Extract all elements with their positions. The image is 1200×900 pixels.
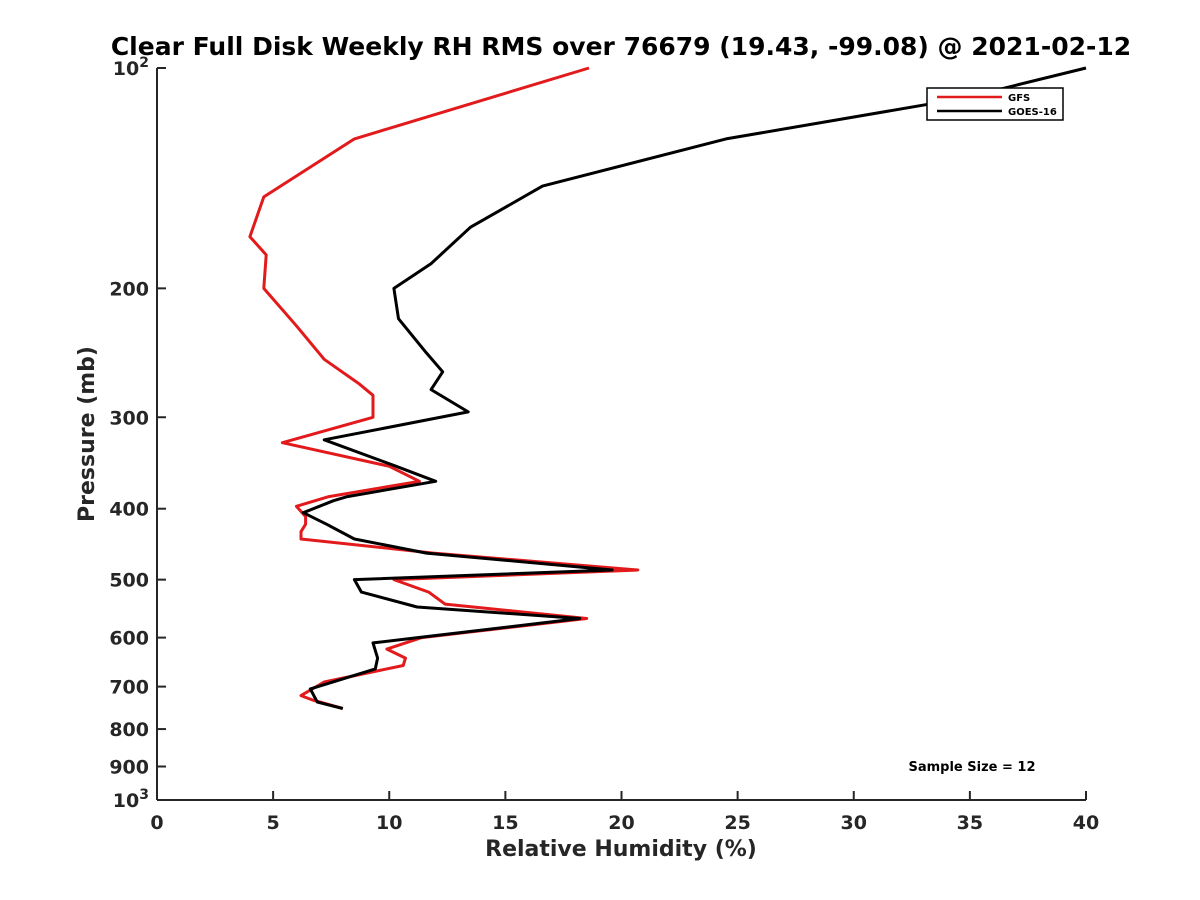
sample-size-annotation: Sample Size = 12	[908, 760, 1035, 775]
y-tick-label: 900	[109, 757, 149, 779]
y-tick-label: 300	[109, 407, 149, 429]
series-line-goes-16	[301, 66, 1087, 710]
x-axis-label: Relative Humidity (%)	[485, 837, 757, 862]
y-axis-label: Pressure (mb)	[75, 346, 100, 522]
legend-box	[926, 87, 1064, 121]
series-line-gfs	[248, 66, 640, 710]
x-tick-label: 40	[1073, 812, 1099, 834]
chart-title: Clear Full Disk Weekly RH RMS over 76679…	[111, 32, 1131, 61]
legend-label-gfs: GFS	[1008, 93, 1030, 104]
y-tick-label: 400	[109, 499, 149, 521]
x-tick-label: 0	[150, 812, 163, 834]
y-tick-label: 102	[113, 55, 149, 80]
x-tick-label: 10	[376, 812, 402, 834]
y-tick-label: 500	[109, 570, 149, 592]
series-layer	[248, 66, 1087, 710]
x-tick-label: 30	[841, 812, 867, 834]
y-tick-label: 700	[109, 677, 149, 699]
legend-label-goes16: GOES-16	[1008, 107, 1057, 118]
y-tick-label: 800	[109, 719, 149, 741]
x-axis-ticks: 0 5 10 15 20 25 30 35 40	[150, 791, 1099, 834]
y-axis-ticks: 102 200 300 400 500 600 700 800 900 103	[109, 55, 166, 812]
x-tick-label: 20	[608, 812, 634, 834]
y-tick-label: 600	[109, 628, 149, 650]
legend: GFS GOES-16	[926, 87, 1064, 121]
x-tick-label: 15	[492, 812, 518, 834]
y-tick-label: 200	[109, 278, 149, 300]
x-tick-label: 5	[267, 812, 280, 834]
y-tick-label: 103	[113, 787, 149, 812]
x-tick-label: 25	[724, 812, 750, 834]
x-tick-label: 35	[957, 812, 983, 834]
